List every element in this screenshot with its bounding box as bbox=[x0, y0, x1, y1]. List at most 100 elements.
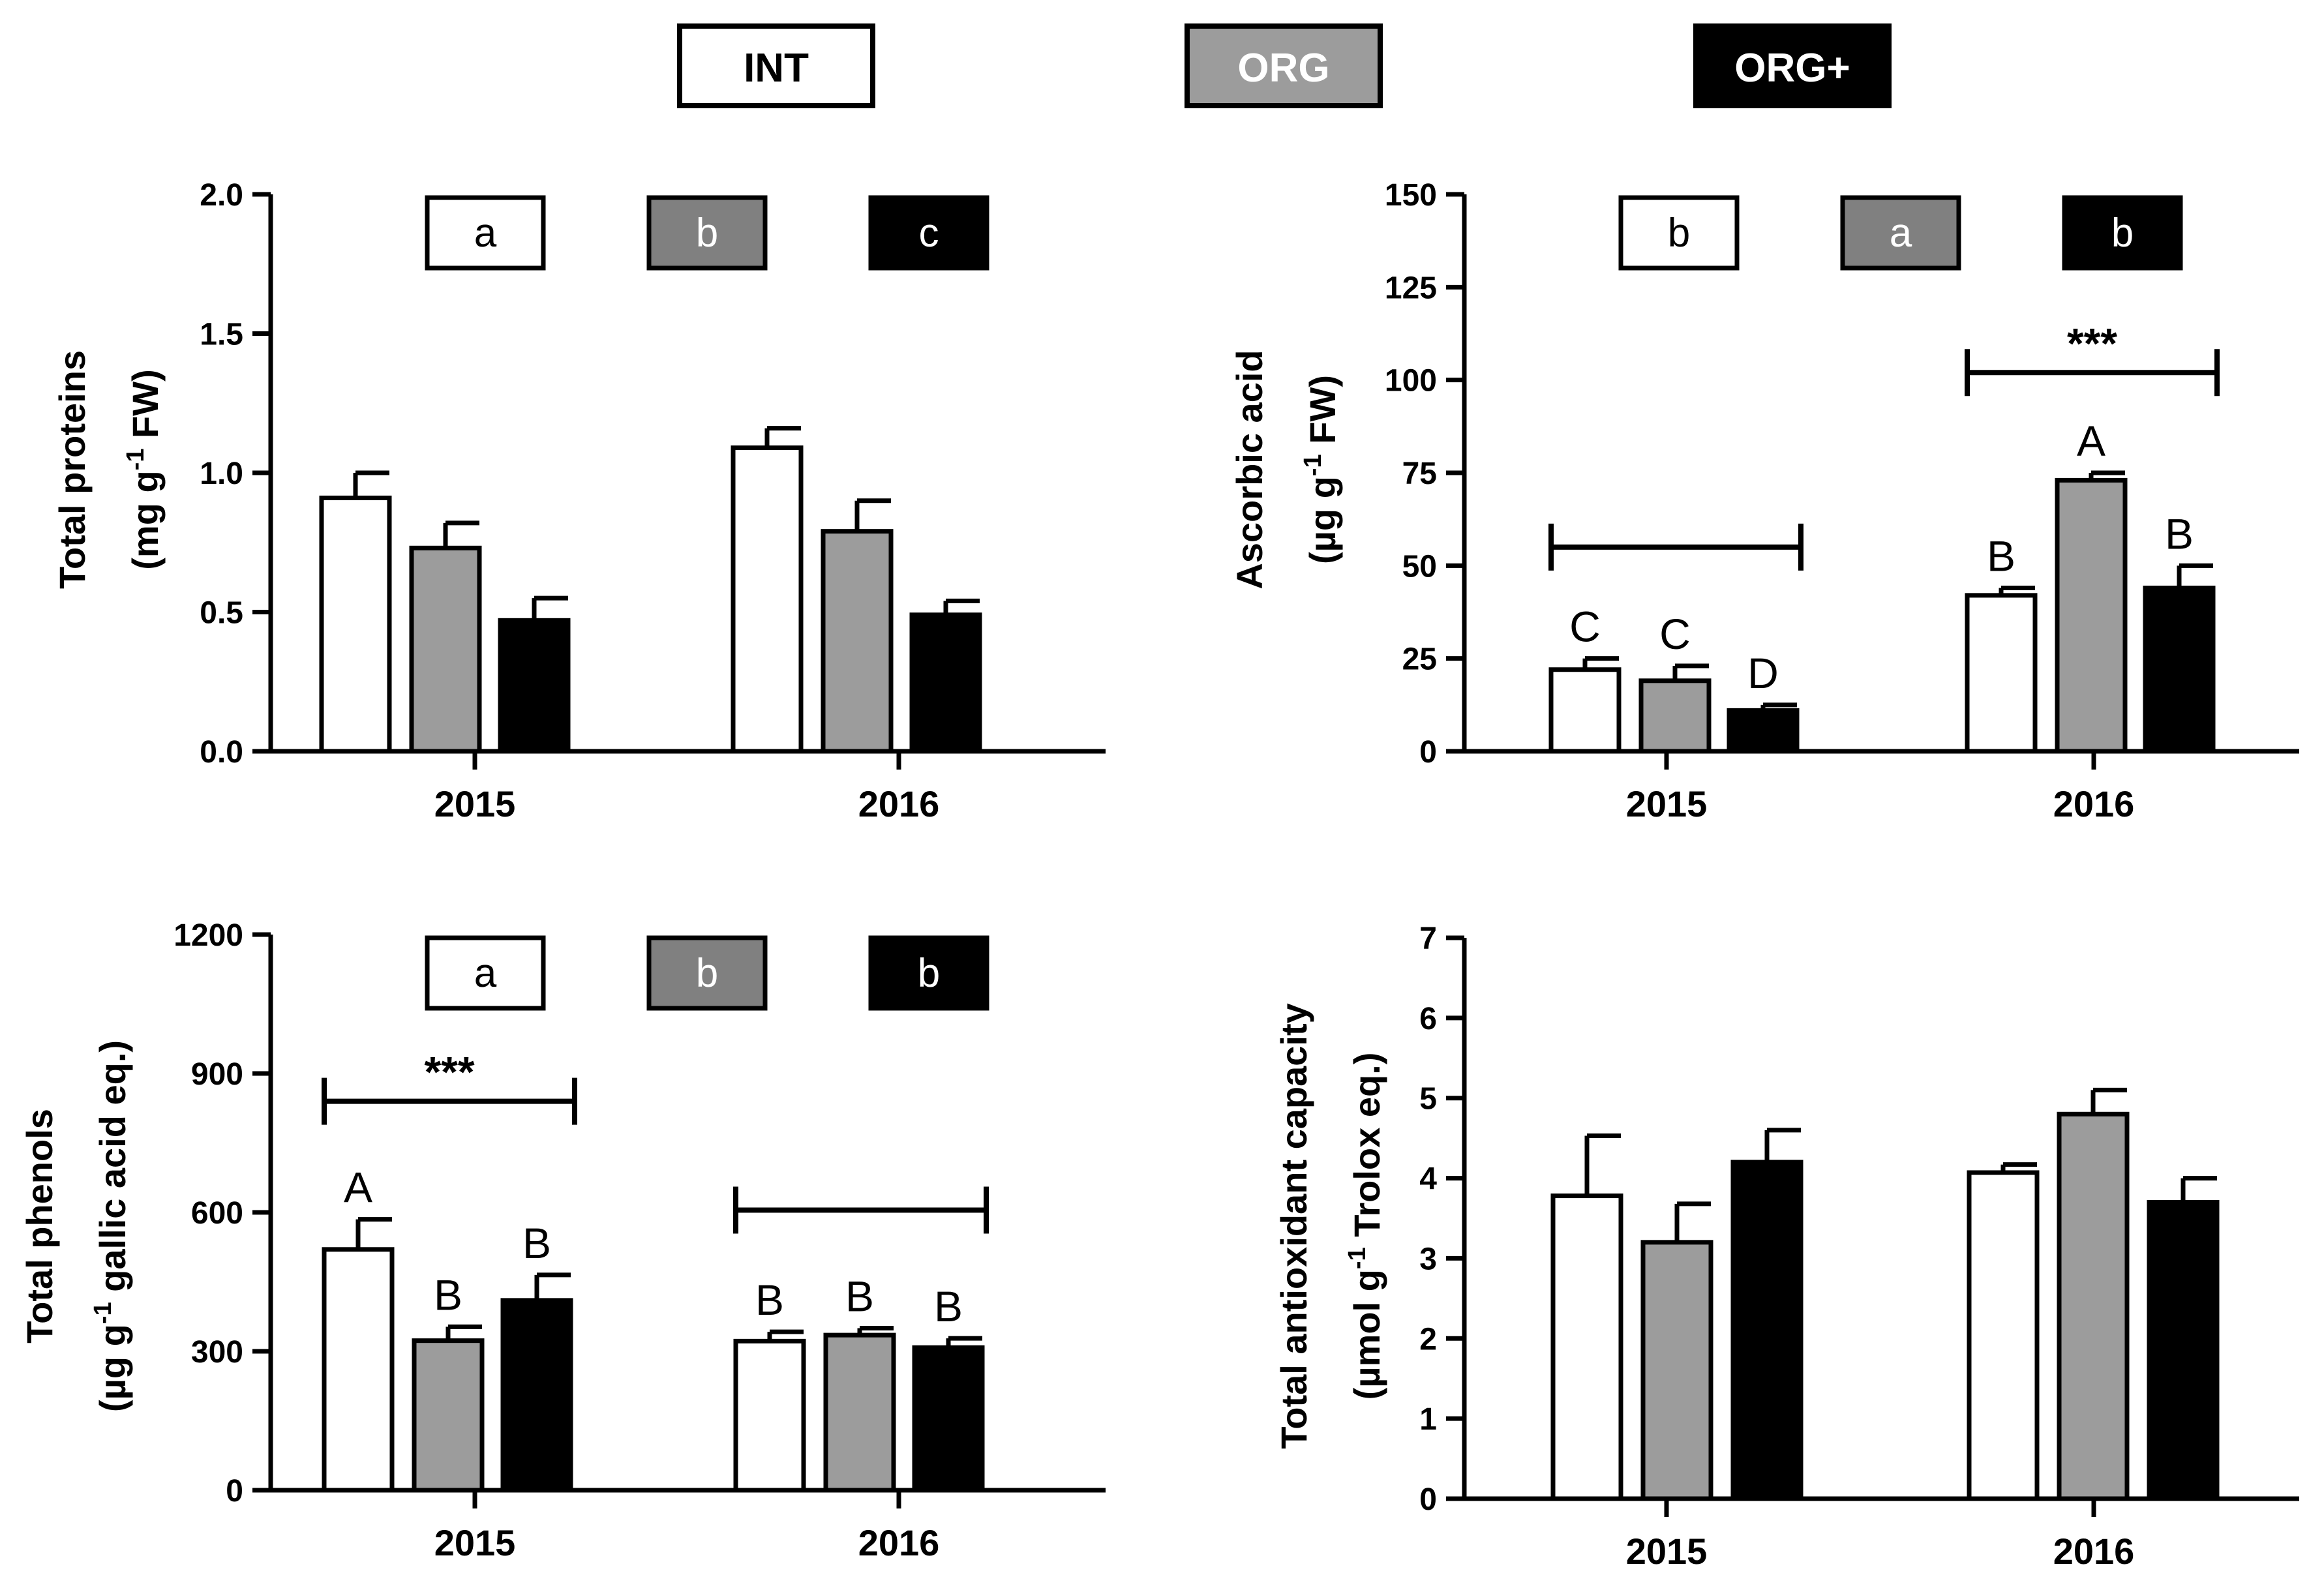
y-axis-title-line1: Total antioxidant capacity bbox=[1273, 1003, 1314, 1449]
bar-org-plus-2015 bbox=[1727, 708, 1800, 754]
group-letter: b bbox=[1668, 211, 1690, 256]
y-axis-title-line2: (µmol g-1 Trolox eq.) bbox=[1344, 1053, 1387, 1400]
y-tick-label: 2.0 bbox=[200, 178, 243, 213]
bar-int-2015 bbox=[1548, 667, 1622, 754]
y-tick-label: 125 bbox=[1385, 271, 1437, 305]
group-letter: b bbox=[918, 951, 940, 996]
group-letter-swatch bbox=[646, 935, 768, 1011]
y-tick-label: 50 bbox=[1402, 549, 1437, 584]
panel-total-proteins: 0.0 0.5 1.0 1.5 2.0 2015 2016 Total proteins (mg… bbox=[52, 178, 1106, 824]
y-tick-label: 300 bbox=[191, 1335, 243, 1370]
bar-org-2016 bbox=[2055, 477, 2128, 754]
y-axis-title-superscript: -1 bbox=[1344, 1247, 1371, 1269]
y-axis-title: Total proteins (mg g-1 FW) bbox=[52, 350, 166, 589]
bracket-2015 bbox=[1548, 523, 1803, 571]
bracket-2015: *** bbox=[322, 1048, 577, 1125]
bar-int-2016 bbox=[1967, 1170, 2040, 1501]
y-tick-label: 4 bbox=[1419, 1162, 1437, 1197]
bar-letter: A bbox=[344, 1163, 372, 1212]
y-tick-label: 3 bbox=[1419, 1242, 1437, 1276]
group-letter-swatch bbox=[868, 935, 989, 1011]
y-axis-title-line1: Ascorbic acid bbox=[1229, 350, 1270, 589]
y-axis-title-part: Trolox eq.) bbox=[1346, 1053, 1387, 1248]
y-axis-title-part: gallic acid eq.) bbox=[92, 1040, 133, 1302]
legend-item-org-plus: ORG+ bbox=[1693, 23, 1892, 108]
y-tick-label: 75 bbox=[1402, 457, 1437, 491]
group-letter: c bbox=[919, 211, 939, 256]
y-axis-title-superscript: -1 bbox=[122, 449, 149, 471]
bar-org-2016 bbox=[823, 1332, 896, 1493]
x-tick-label: 2015 bbox=[434, 1522, 516, 1563]
y-tick-label: 0 bbox=[1419, 735, 1437, 770]
bar-letter: B bbox=[1987, 532, 2015, 580]
bar-letter: D bbox=[1747, 649, 1779, 697]
y-tick-label: 1 bbox=[1419, 1402, 1437, 1437]
y-axis-title-superscript: -1 bbox=[89, 1302, 117, 1324]
y-axis-title-part: (µg g bbox=[1302, 476, 1343, 564]
y-tick-label: 0 bbox=[226, 1474, 243, 1508]
legend-swatch bbox=[1185, 23, 1383, 108]
bar-int-2015 bbox=[1550, 1193, 1623, 1501]
y-axis-title-line2: (µg g-1 FW) bbox=[1299, 375, 1343, 564]
group-letter-box: a bbox=[425, 195, 546, 271]
group-letter-swatch bbox=[2062, 195, 2183, 271]
group-letter-swatch bbox=[1618, 195, 1740, 271]
bar-org-plus-2016 bbox=[2147, 1199, 2220, 1501]
panel-total-phenols: 0 300 600 900 1200 2015 2016 Total phenols (µg g… bbox=[19, 918, 1106, 1563]
group-letter-swatch bbox=[425, 195, 546, 271]
bar-org-plus-2015 bbox=[498, 618, 571, 754]
y-axis-title: Total phenols (µg g-1 gallic acid eq.) bbox=[19, 1040, 133, 1412]
legend: INT ORG ORG+ bbox=[677, 23, 1892, 108]
x-tick-label: 2015 bbox=[1626, 1531, 1708, 1572]
y-tick-label: 1.0 bbox=[200, 457, 243, 491]
bar-int-2015 bbox=[319, 495, 392, 754]
group-letter-box: b bbox=[868, 935, 989, 1011]
bracket-2016 bbox=[733, 1186, 989, 1234]
x-tick-label: 2016 bbox=[2053, 783, 2135, 824]
bar-org-plus-2015 bbox=[500, 1298, 573, 1493]
group-letter-box: a bbox=[425, 935, 546, 1011]
group-letter-swatch bbox=[868, 195, 989, 271]
y-tick-label: 7 bbox=[1419, 922, 1437, 956]
legend-swatch bbox=[1693, 23, 1892, 108]
group-letter: a bbox=[474, 951, 497, 996]
legend-label: ORG+ bbox=[1734, 46, 1850, 91]
bar-org-2016 bbox=[821, 529, 894, 754]
bar-org-plus-2016 bbox=[2143, 585, 2216, 754]
bar-int-2016 bbox=[1965, 593, 2038, 754]
x-tick-label: 2016 bbox=[858, 1522, 940, 1563]
y-axis-title-part: FW) bbox=[1302, 375, 1343, 454]
group-letter: b bbox=[2111, 211, 2134, 256]
group-letter: a bbox=[474, 211, 497, 256]
bar-letter: B bbox=[934, 1282, 963, 1330]
group-letter-box: b bbox=[646, 935, 768, 1011]
group-letter-box: c bbox=[868, 195, 989, 271]
group-letter-box: b bbox=[2062, 195, 2183, 271]
x-tick-label: 2015 bbox=[434, 783, 516, 824]
bar-letter: C bbox=[1659, 610, 1691, 658]
y-tick-label: 6 bbox=[1419, 1002, 1437, 1036]
x-tick-label: 2016 bbox=[2053, 1531, 2135, 1572]
legend-label: ORG bbox=[1237, 46, 1329, 91]
y-tick-label: 600 bbox=[191, 1196, 243, 1231]
y-axis-title: Total antioxidant capacity (µmol g-1 Trol… bbox=[1273, 1003, 1387, 1449]
bar-letter: B bbox=[434, 1270, 462, 1319]
y-axis-title-line1: Total proteins bbox=[52, 350, 93, 589]
y-tick-label: 0 bbox=[1419, 1482, 1437, 1517]
legend-swatch bbox=[677, 23, 875, 108]
y-tick-label: 100 bbox=[1385, 364, 1437, 398]
y-tick-label: 0.5 bbox=[200, 596, 243, 631]
x-tick-label: 2016 bbox=[858, 783, 940, 824]
legend-item-org: ORG bbox=[1185, 23, 1383, 108]
bar-org-2015 bbox=[409, 545, 482, 754]
x-tick-label: 2015 bbox=[1626, 783, 1708, 824]
y-axis-title-part: (µg g bbox=[92, 1324, 133, 1412]
bar-org-2016 bbox=[2057, 1111, 2130, 1501]
y-axis-title-part: (mg g bbox=[125, 470, 166, 569]
y-axis-title: Ascorbic acid (µg g-1 FW) bbox=[1229, 350, 1343, 589]
bar-letter: B bbox=[2165, 509, 2194, 558]
group-letter-box: b bbox=[1618, 195, 1740, 271]
bar-org-2015 bbox=[412, 1338, 485, 1493]
